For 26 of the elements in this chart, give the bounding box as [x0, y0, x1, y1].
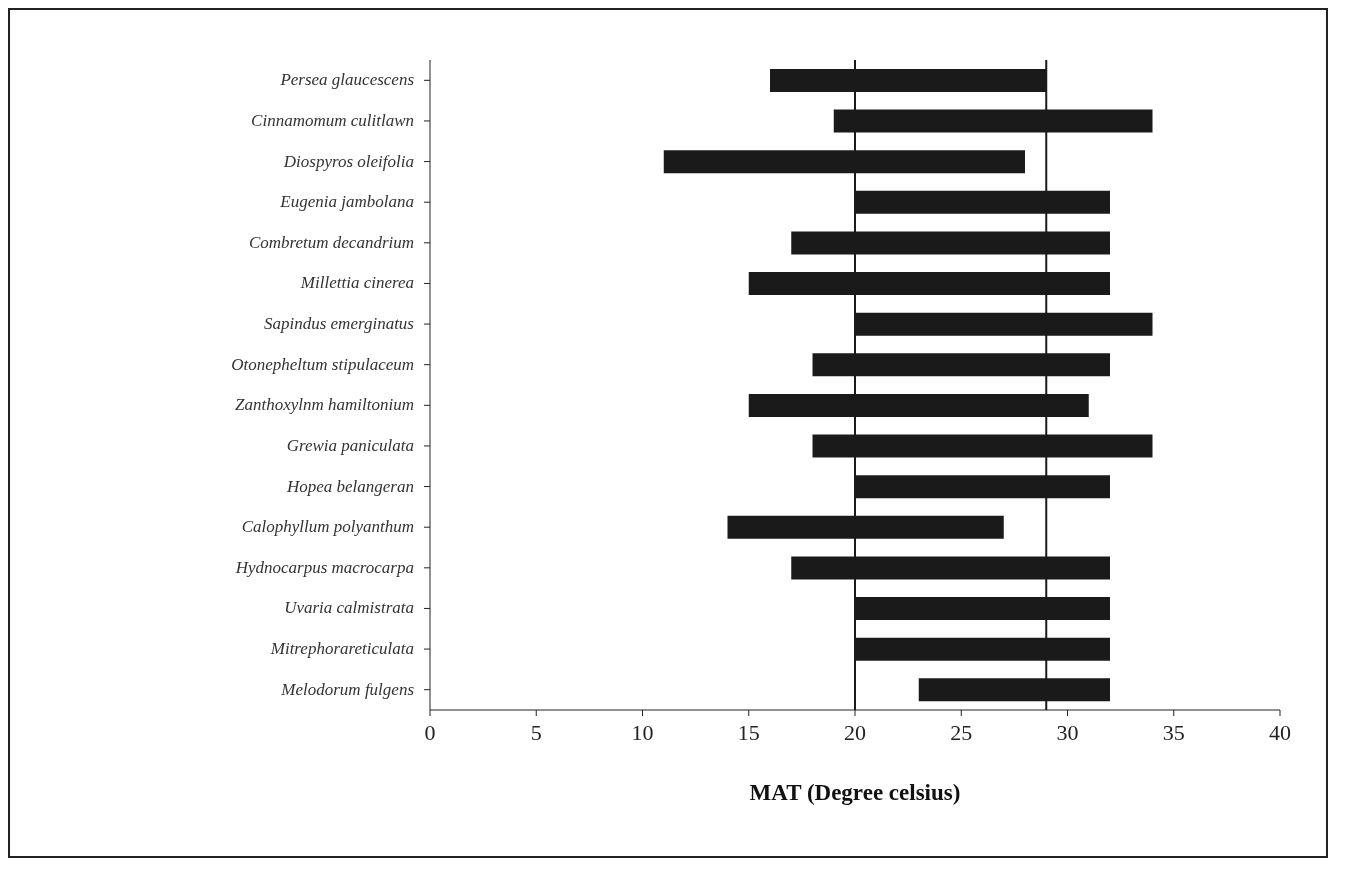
y-tick-label: Hydnocarpus macrocarpa — [234, 557, 414, 577]
y-tick-label: Hopea belangeran — [285, 476, 414, 496]
y-tick-label: Melodorum fulgens — [280, 679, 415, 699]
x-tick-label: 5 — [530, 719, 542, 745]
x-tick-label: 25 — [950, 719, 973, 745]
y-tick-label: Diospyros oleifolia — [282, 151, 414, 171]
x-tick-label: 20 — [844, 719, 866, 745]
x-tick-label: 10 — [631, 719, 654, 745]
y-tick-label: Uvaria calmistrata — [284, 598, 414, 618]
x-tick-label: 35 — [1162, 719, 1185, 745]
y-tick-label: Grewia paniculata — [286, 435, 414, 455]
y-tick-label: Zanthoxylnm hamiltonium — [235, 395, 414, 415]
x-axis-title: MAT (Degree celsius) — [749, 780, 961, 805]
y-tick-label: Calophyllum polyanthum — [241, 517, 414, 537]
y-tick-label: Otonepheltum stipulaceum — [231, 354, 414, 374]
x-tick-label: 40 — [1269, 719, 1291, 745]
x-tick-label: 0 — [424, 719, 436, 745]
y-tick-label: Millettia cinerea — [299, 273, 414, 293]
x-tick-label: 15 — [737, 719, 760, 745]
y-tick-label: Sapindus emerginatus — [263, 314, 415, 334]
x-tick-label: 30 — [1056, 719, 1079, 745]
y-tick-label: Combretum decandrium — [248, 232, 414, 252]
y-tick-label: Mitrephorareticulata — [269, 639, 414, 659]
y-tick-label: Cinnamomum culitlawn — [251, 110, 414, 130]
y-tick-label: Persea glaucescens — [279, 70, 415, 90]
y-tick-label: Eugenia jambolana — [279, 192, 414, 212]
